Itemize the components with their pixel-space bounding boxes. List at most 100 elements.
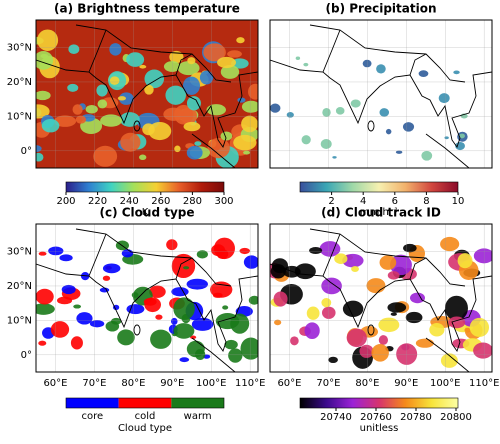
field-blob xyxy=(243,150,251,155)
field-blob xyxy=(121,249,134,258)
field-blob xyxy=(387,271,400,280)
field-blob xyxy=(440,236,460,252)
field-blob xyxy=(405,311,423,324)
map-frame xyxy=(269,19,493,169)
colorbar-label: K xyxy=(142,207,149,218)
field-blob xyxy=(286,112,294,118)
field-blob xyxy=(111,317,122,325)
field-blob xyxy=(378,317,400,333)
field-blob xyxy=(303,62,309,67)
colorbar-tick-label: 20760 xyxy=(360,412,392,423)
field-blob xyxy=(371,344,389,362)
field-blob xyxy=(169,50,184,64)
field-blob xyxy=(182,76,201,95)
colorbar-tick-label: 8 xyxy=(423,196,429,207)
field-blob xyxy=(118,92,134,105)
field-blob xyxy=(248,295,258,305)
field-blob xyxy=(194,141,202,146)
field-blob xyxy=(473,342,492,359)
field-blob xyxy=(36,51,54,70)
field-blob xyxy=(213,237,235,260)
colorbar-tick-label: 4 xyxy=(360,196,366,207)
field-blob xyxy=(274,319,282,326)
colorbar-tick-label: 200 xyxy=(56,196,75,207)
map-frame xyxy=(35,19,259,169)
field-blob xyxy=(173,323,195,339)
colorbar-tick-label: 300 xyxy=(214,196,233,207)
field-blob xyxy=(239,247,250,255)
field-blob xyxy=(448,316,466,329)
field-blob xyxy=(53,115,77,127)
field-blob xyxy=(36,152,44,162)
colorbar: core cold warm Cloud type xyxy=(65,397,225,434)
colorbar-tick-label: 280 xyxy=(183,196,202,207)
colorbar-tick-label: 260 xyxy=(151,196,170,207)
field-blob xyxy=(59,254,73,262)
field-blob xyxy=(38,251,47,256)
field-blob xyxy=(163,107,184,121)
field-blob xyxy=(41,119,60,133)
panel-title: (c) Cloud type xyxy=(99,206,194,220)
field-blob xyxy=(321,306,336,319)
field-blob xyxy=(36,288,54,305)
field-blob xyxy=(142,123,155,136)
field-blob xyxy=(342,300,364,317)
field-blob xyxy=(73,304,82,309)
field-blob xyxy=(120,132,141,152)
map-frame xyxy=(35,223,259,373)
field-blob xyxy=(109,43,122,56)
field-blob xyxy=(459,133,465,139)
panel-title: (a) Brightness temperature xyxy=(54,2,240,16)
colorbar-tick-label: 240 xyxy=(120,196,139,207)
field-blob xyxy=(183,266,190,270)
map-panel: (d) Cloud track ID 60°E 70°E 80°E 90°E 100°E 1… xyxy=(269,206,499,389)
field-blob xyxy=(186,96,201,111)
field-blob xyxy=(191,317,214,331)
field-blob xyxy=(402,122,415,132)
field-blob xyxy=(96,84,108,97)
field-blob xyxy=(409,292,425,304)
field-blob xyxy=(139,154,147,161)
field-blob xyxy=(220,131,233,141)
field-blob xyxy=(171,287,189,297)
colorbar-ramp xyxy=(66,182,224,192)
field-blob xyxy=(378,335,389,345)
field-blob xyxy=(150,329,172,349)
field-blob xyxy=(155,314,163,320)
colorbar-frame xyxy=(65,181,225,193)
field-blob xyxy=(222,305,229,310)
field-blob xyxy=(170,317,178,325)
field-blob xyxy=(385,128,392,135)
colorbar-frame xyxy=(65,397,225,409)
map-field xyxy=(270,224,492,372)
field-blob xyxy=(36,104,50,119)
map-field xyxy=(270,20,492,168)
field-blob xyxy=(174,145,181,153)
field-blob xyxy=(248,83,258,100)
field-blob xyxy=(67,83,79,92)
field-blob xyxy=(186,278,208,290)
field-blob xyxy=(332,156,337,159)
field-blob xyxy=(403,243,417,253)
field-blob xyxy=(350,99,361,108)
field-blob xyxy=(97,99,108,109)
field-blob xyxy=(50,321,70,338)
field-blob xyxy=(335,107,345,115)
field-blob xyxy=(273,291,288,307)
colorbar-frame xyxy=(299,397,459,409)
lon-tick-label: 110°E xyxy=(235,378,265,389)
field-blob xyxy=(295,56,301,61)
field-blob xyxy=(376,64,386,74)
field-blob xyxy=(346,328,367,348)
field-blob xyxy=(379,255,397,270)
field-blob xyxy=(166,239,178,251)
map-frame xyxy=(269,223,493,373)
field-blob xyxy=(473,248,492,264)
colorbar-segment xyxy=(66,398,119,408)
field-blob xyxy=(117,329,135,346)
field-blob xyxy=(396,343,418,365)
colorbar: 2 4 6 8 10 mm h⁻¹ xyxy=(299,181,464,218)
lon-tick-label: 90°E xyxy=(160,378,184,389)
field-blob xyxy=(421,150,433,161)
